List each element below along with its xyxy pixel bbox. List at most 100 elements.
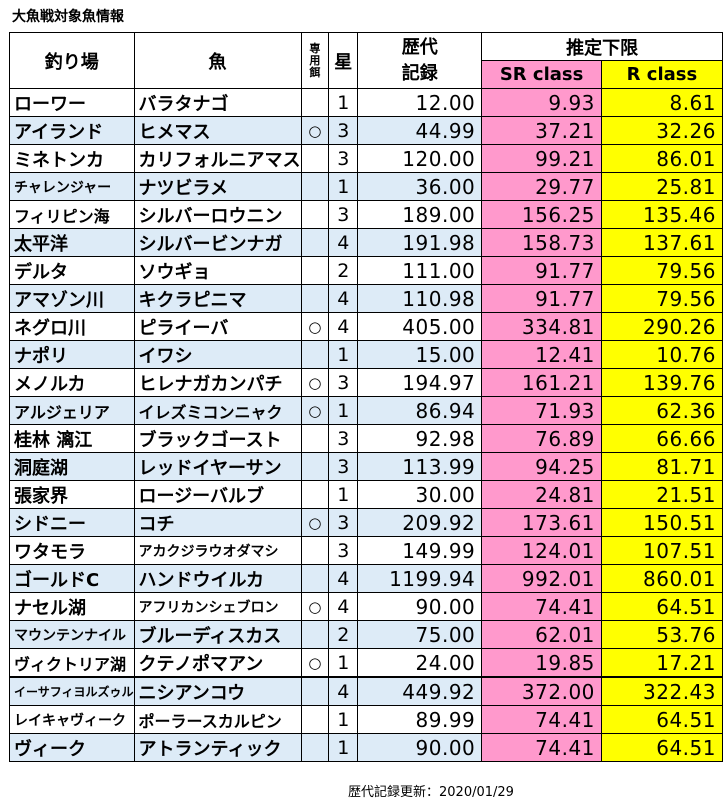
sr-class-cell: 71.93: [481, 396, 602, 425]
record-cell: 113.99: [357, 452, 483, 481]
table-row: ネグロ川 ピライーバ ○ 4 405.00 334.81 290.26: [9, 312, 723, 341]
special-bait-cell: [300, 705, 330, 734]
r-class-cell: 135.46: [600, 200, 723, 229]
fish-cell: アフリカンシェブロン: [133, 592, 302, 621]
star-cell: 3: [328, 368, 359, 397]
record-cell: 30.00: [357, 480, 483, 509]
place-cell: ゴールドC: [9, 564, 135, 593]
fish-cell: イワシ: [133, 340, 302, 369]
place-cell: ローワー: [9, 88, 135, 117]
fish-cell: ソウギョ: [133, 256, 302, 285]
place-cell: アマゾン川: [9, 284, 135, 313]
special-bait-cell: [300, 228, 330, 257]
header-record: 歴代 記録: [357, 32, 483, 89]
sr-class-cell: 74.41: [481, 733, 602, 762]
star-cell: 2: [328, 256, 359, 285]
place-cell: アイランド: [9, 116, 135, 145]
sr-class-cell: 124.01: [481, 536, 602, 565]
star-cell: 1: [328, 172, 359, 201]
record-cell: 90.00: [357, 592, 483, 621]
table-row: デルタ ソウギョ 2 111.00 91.77 79.56: [9, 256, 723, 285]
place-cell: ミネトンカ: [9, 144, 135, 173]
table-row: 桂林 漓江 ブラックゴースト 3 92.98 76.89 66.66: [9, 424, 723, 453]
star-cell: 3: [328, 116, 359, 145]
table-row: 張家界 ロージーバルブ 1 30.00 24.81 21.51: [9, 480, 723, 509]
header-fish: 魚: [133, 32, 302, 89]
star-cell: 3: [328, 508, 359, 537]
star-cell: 3: [328, 424, 359, 453]
place-cell: デルタ: [9, 256, 135, 285]
sr-class-cell: 24.81: [481, 480, 602, 509]
fish-cell: カリフォルニアマス: [133, 144, 302, 173]
r-class-cell: 137.61: [600, 228, 723, 257]
star-cell: 1: [328, 480, 359, 509]
r-class-cell: 79.56: [600, 284, 723, 313]
sr-class-cell: 161.21: [481, 368, 602, 397]
header-place: 釣り場: [9, 32, 135, 89]
record-cell: 75.00: [357, 620, 483, 649]
star-cell: 1: [328, 396, 359, 425]
r-class-cell: 62.36: [600, 396, 723, 425]
header-r-class: R class: [600, 60, 723, 89]
special-bait-cell: ○: [300, 648, 330, 678]
table-row: ヴィクトリア湖 クテノポマアン ○ 1 24.00 19.85 17.21: [9, 648, 723, 678]
r-class-cell: 290.26: [600, 312, 723, 341]
table-row: フィリピン海 シルバーロウニン 3 189.00 156.25 135.46: [9, 200, 723, 229]
fish-cell: ヒレナガカンパチ: [133, 368, 302, 397]
place-cell: ヴィーク: [9, 733, 135, 762]
special-bait-cell: ○: [300, 368, 330, 397]
sr-class-cell: 29.77: [481, 172, 602, 201]
fish-cell: アトランティック: [133, 733, 302, 762]
special-bait-cell: [300, 144, 330, 173]
sr-class-cell: 158.73: [481, 228, 602, 257]
sr-class-cell: 12.41: [481, 340, 602, 369]
fish-cell: アカクジラウオダマシ: [133, 536, 302, 565]
record-cell: 44.99: [357, 116, 483, 145]
sr-class-cell: 74.41: [481, 705, 602, 734]
sr-class-cell: 91.77: [481, 256, 602, 285]
place-cell: アルジェリア: [9, 396, 135, 425]
fish-cell: シルバーロウニン: [133, 200, 302, 229]
fish-cell: ロージーバルブ: [133, 480, 302, 509]
record-cell: 405.00: [357, 312, 483, 341]
fish-cell: クテノポマアン: [133, 648, 302, 678]
r-class-cell: 64.51: [600, 592, 723, 621]
special-bait-cell: [300, 200, 330, 229]
fish-cell: イレズミコンニャク: [133, 396, 302, 425]
star-cell: 1: [328, 705, 359, 734]
star-cell: 3: [328, 144, 359, 173]
table-row: ナポリ イワシ 1 15.00 12.41 10.76: [9, 340, 723, 369]
record-cell: 191.98: [357, 228, 483, 257]
fish-cell: レッドイヤーサン: [133, 452, 302, 481]
record-cell: 209.92: [357, 508, 483, 537]
table-row: アイランド ヒメマス ○ 3 44.99 37.21 32.26: [9, 116, 723, 145]
star-cell: 1: [328, 340, 359, 369]
table-row: ミネトンカ カリフォルニアマス 3 120.00 99.21 86.01: [9, 144, 723, 173]
record-cell: 111.00: [357, 256, 483, 285]
record-cell: 120.00: [357, 144, 483, 173]
table-row: 洞庭湖 レッドイヤーサン 3 113.99 94.25 81.71: [9, 452, 723, 481]
sr-class-cell: 372.00: [481, 676, 602, 706]
table-row: シドニー コチ ○ 3 209.92 173.61 150.51: [9, 508, 723, 537]
special-bait-cell: [300, 284, 330, 313]
star-cell: 4: [328, 312, 359, 341]
r-class-cell: 79.56: [600, 256, 723, 285]
record-cell: 194.97: [357, 368, 483, 397]
table-row: イーサフィヨルズゥル ニシアンコウ 4 449.92 372.00 322.43: [9, 676, 723, 706]
table-row: ナセル湖 アフリカンシェブロン ○ 4 90.00 74.41 64.51: [9, 592, 723, 621]
header-special-bait: 専 用 餌: [300, 32, 330, 89]
r-class-cell: 139.76: [600, 368, 723, 397]
place-cell: メノルカ: [9, 368, 135, 397]
fish-cell: ブラックゴースト: [133, 424, 302, 453]
star-cell: 4: [328, 284, 359, 313]
star-cell: 1: [328, 88, 359, 117]
r-class-cell: 21.51: [600, 480, 723, 509]
table-row: チャレンジャー ナツビラメ 1 36.00 29.77 25.81: [9, 172, 723, 201]
place-cell: ネグロ川: [9, 312, 135, 341]
sr-class-cell: 334.81: [481, 312, 602, 341]
record-cell: 149.99: [357, 536, 483, 565]
record-cell: 1199.94: [357, 564, 483, 593]
special-bait-cell: [300, 340, 330, 369]
table-row: アマゾン川 キクラピニマ 4 110.98 91.77 79.56: [9, 284, 723, 313]
page-title: 大魚戦対象魚情報: [12, 9, 124, 25]
